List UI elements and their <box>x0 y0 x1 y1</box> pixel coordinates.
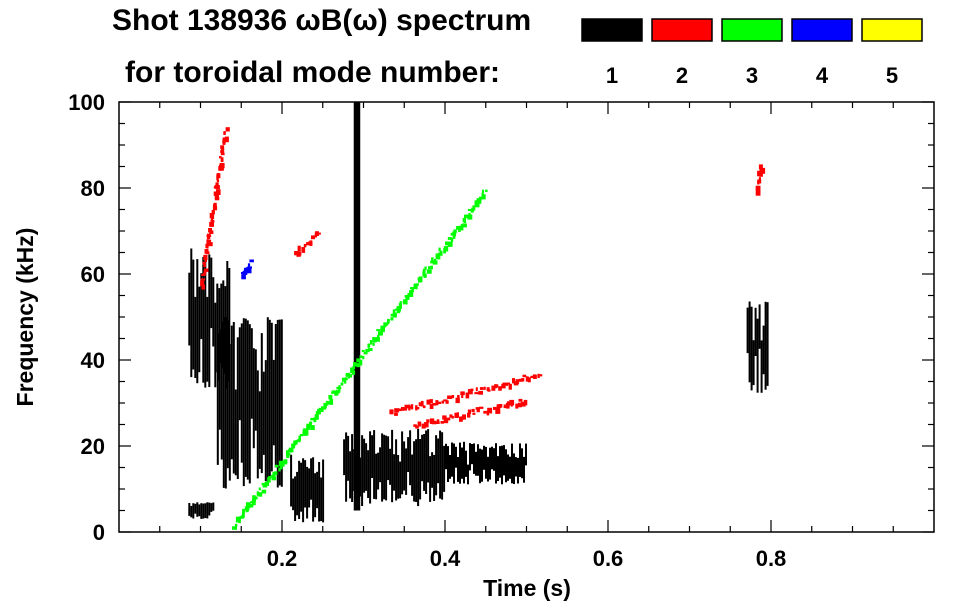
region-n2-0.35-chirp <box>389 373 543 416</box>
chart-title-line1: Shot 138936 ωB(ω) spectrum <box>112 4 532 37</box>
y-tick-label: 20 <box>81 434 105 459</box>
region-n1-burst-0.21-0.25 <box>290 454 325 523</box>
legend-label-mode-5: 5 <box>886 63 898 88</box>
region-n3-speckles <box>232 189 488 530</box>
legend-label-mode-1: 1 <box>606 63 618 88</box>
legend-swatch-mode-3 <box>721 18 783 42</box>
legend-swatch-mode-1 <box>581 18 643 42</box>
legend-label-mode-2: 2 <box>676 63 688 88</box>
spectrogram-data <box>188 102 769 530</box>
x-tick-label: 0.8 <box>756 546 787 571</box>
plot-frame <box>118 101 935 533</box>
legend-swatch-mode-4 <box>791 18 853 42</box>
region-n4-speckles <box>241 259 254 280</box>
y-tick-label: 100 <box>68 90 105 115</box>
region-n1-tail-band <box>445 441 527 485</box>
mode-legend: 1 2 3 4 5 <box>581 18 923 88</box>
y-tick-label: 80 <box>81 176 105 201</box>
y-axis-label: Frequency (kHz) <box>12 228 38 407</box>
region-n2-0.21-chirp <box>294 231 321 257</box>
y-tick-label: 40 <box>81 348 105 373</box>
region-n2-0.40-chirp <box>413 398 528 429</box>
legend-label-mode-4: 4 <box>816 63 829 88</box>
legend-swatch-mode-2 <box>651 18 713 42</box>
legend-label-mode-3: 3 <box>746 63 758 88</box>
region-n1-main-band <box>343 428 446 507</box>
region-n2-early-chirp <box>200 127 230 290</box>
x-tick-label: 0.6 <box>593 546 624 571</box>
region-early-n1-lower <box>188 502 215 519</box>
y-tick-label: 60 <box>81 262 105 287</box>
chart-title-line2: for toroidal mode number: <box>125 56 500 89</box>
axis-ticks: 0.2 0.4 0.6 0.8 0 20 40 60 80 100 <box>68 90 934 571</box>
x-tick-label: 0.2 <box>267 546 298 571</box>
region-n1-spread-0.13-0.20 <box>216 317 283 489</box>
region-n2-0.78 <box>755 164 766 196</box>
region-n1-vertical-0.29 <box>353 102 361 511</box>
x-axis-label: Time (s) <box>483 575 571 601</box>
region-n1-0.78-burst <box>746 301 769 393</box>
x-tick-label: 0.4 <box>430 546 461 571</box>
legend-swatch-mode-5 <box>861 18 923 42</box>
y-tick-label: 0 <box>93 520 105 545</box>
